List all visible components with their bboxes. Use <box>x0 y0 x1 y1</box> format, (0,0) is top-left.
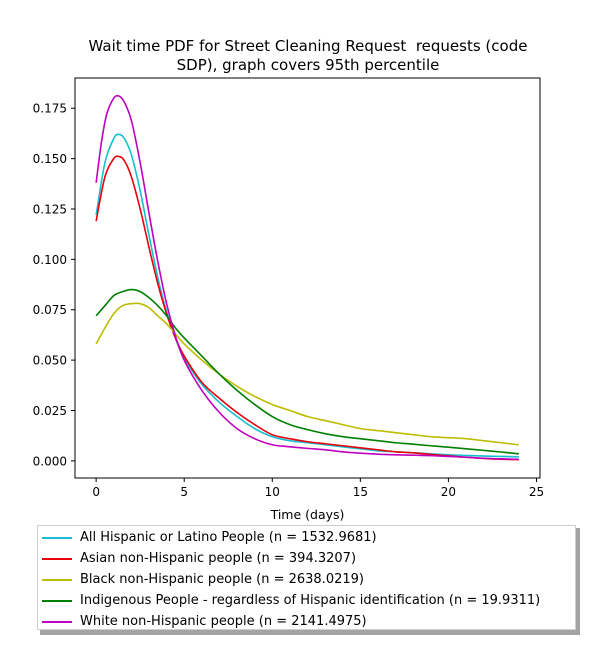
legend-label: All Hispanic or Latino People (n = 1532.… <box>80 530 377 545</box>
y-tick-label: 0.050 <box>33 354 67 368</box>
x-tick-label: 15 <box>353 485 368 499</box>
legend: All Hispanic or Latino People (n = 1532.… <box>37 525 576 630</box>
x-tick-label: 5 <box>180 485 188 499</box>
legend-swatch <box>42 599 72 602</box>
plot-frame <box>74 77 541 479</box>
legend-item-black: Black non-Hispanic people (n = 2638.0219… <box>38 569 364 590</box>
y-tick-label: 0.075 <box>33 303 67 317</box>
y-tick-label: 0.100 <box>33 253 67 267</box>
y-tick-label: 0.025 <box>33 404 67 418</box>
y-tick-label: 0.175 <box>33 102 67 116</box>
legend-item-hispanic-latino: All Hispanic or Latino People (n = 1532.… <box>38 527 377 548</box>
legend-label: Black non-Hispanic people (n = 2638.0219… <box>80 572 364 587</box>
series-line-indigenous <box>95 288 519 455</box>
legend-label: Asian non-Hispanic people (n = 394.3207) <box>80 551 357 566</box>
legend-swatch <box>42 620 72 623</box>
legend-label: Indigenous People - regardless of Hispan… <box>80 593 541 608</box>
series-line-black <box>95 302 519 446</box>
series-line-hispanic-latino <box>95 133 519 458</box>
x-tick-label: 20 <box>441 485 456 499</box>
x-tick-label: 25 <box>529 485 544 499</box>
legend-swatch <box>42 557 72 560</box>
legend-swatch <box>42 578 72 581</box>
series-line-white <box>95 94 519 461</box>
chart-title: Wait time PDF for Street Cleaning Reques… <box>0 37 600 75</box>
legend-item-asian: Asian non-Hispanic people (n = 394.3207) <box>38 548 356 569</box>
y-tick-label: 0.000 <box>33 454 67 468</box>
series-line-asian <box>95 155 519 461</box>
legend-item-indigenous: Indigenous People - regardless of Hispan… <box>38 590 540 611</box>
y-tick-label: 0.150 <box>33 152 67 166</box>
chart-title-line-1: Wait time PDF for Street Cleaning Reques… <box>88 37 528 55</box>
legend-item-white: White non-Hispanic people (n = 2141.4975… <box>38 611 367 632</box>
x-axis-label: Time (days) <box>270 507 345 522</box>
legend-label: White non-Hispanic people (n = 2141.4975… <box>80 614 367 629</box>
legend-swatch <box>42 536 72 539</box>
chart-title-line-2: SDP), graph covers 95th percentile <box>176 56 440 74</box>
x-tick-label: 10 <box>265 485 280 499</box>
y-tick-label: 0.125 <box>33 202 67 216</box>
x-tick-label: 0 <box>92 485 100 499</box>
